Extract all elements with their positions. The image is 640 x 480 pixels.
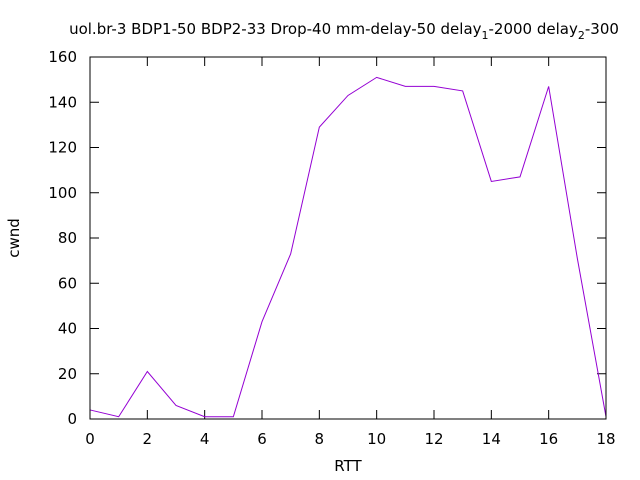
tick-marks [89, 56, 607, 420]
x-tick-label: 16 [539, 430, 558, 448]
series-line-0 [89, 76, 607, 418]
y-tick-label: 40 [58, 320, 77, 338]
y-tick-label: 100 [48, 184, 77, 202]
series-layer [89, 76, 607, 418]
y-tick-label: 60 [58, 274, 77, 292]
tick-labels: 0 2 4 6 8 10 12 14 16 18 0 20 40 60 80 100 120 140 160 [48, 48, 615, 448]
x-tick-label: 10 [367, 430, 386, 448]
x-axis-title: RTT [334, 457, 362, 475]
y-axis-title: cwnd [5, 218, 23, 258]
x-tick-label: 12 [424, 430, 443, 448]
y-tick-label: 0 [67, 410, 77, 428]
plot-frame [89, 56, 607, 420]
x-tick-label: 18 [596, 430, 615, 448]
y-tick-label: 160 [48, 48, 77, 66]
x-tick-label: 8 [315, 430, 325, 448]
x-tick-label: 14 [482, 430, 501, 448]
chart-title: uol.br-3 BDP1-50 BDP2-33 Drop-40 mm-dela… [69, 20, 619, 42]
x-tick-label: 6 [257, 430, 267, 448]
y-tick-label: 120 [48, 139, 77, 157]
y-tick-label: 140 [48, 93, 77, 111]
x-tick-label: 2 [143, 430, 153, 448]
x-tick-label: 4 [200, 430, 210, 448]
x-tick-label: 0 [85, 430, 95, 448]
y-tick-label: 20 [58, 365, 77, 383]
y-tick-label: 80 [58, 229, 77, 247]
